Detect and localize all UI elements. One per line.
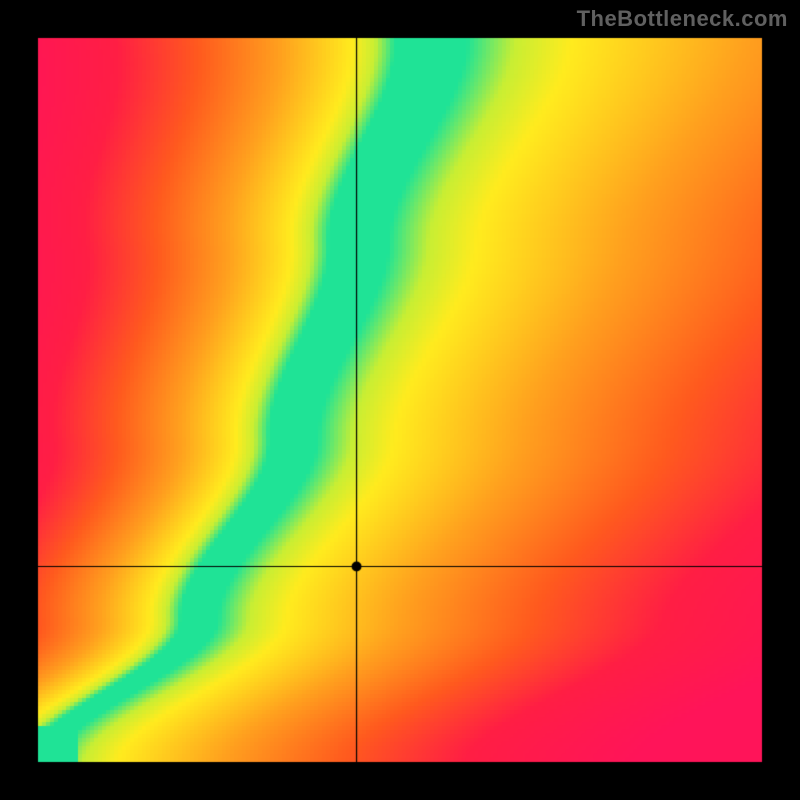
watermark-text: TheBottleneck.com: [577, 6, 788, 32]
bottleneck-heatmap: [0, 0, 800, 800]
chart-container: TheBottleneck.com: [0, 0, 800, 800]
